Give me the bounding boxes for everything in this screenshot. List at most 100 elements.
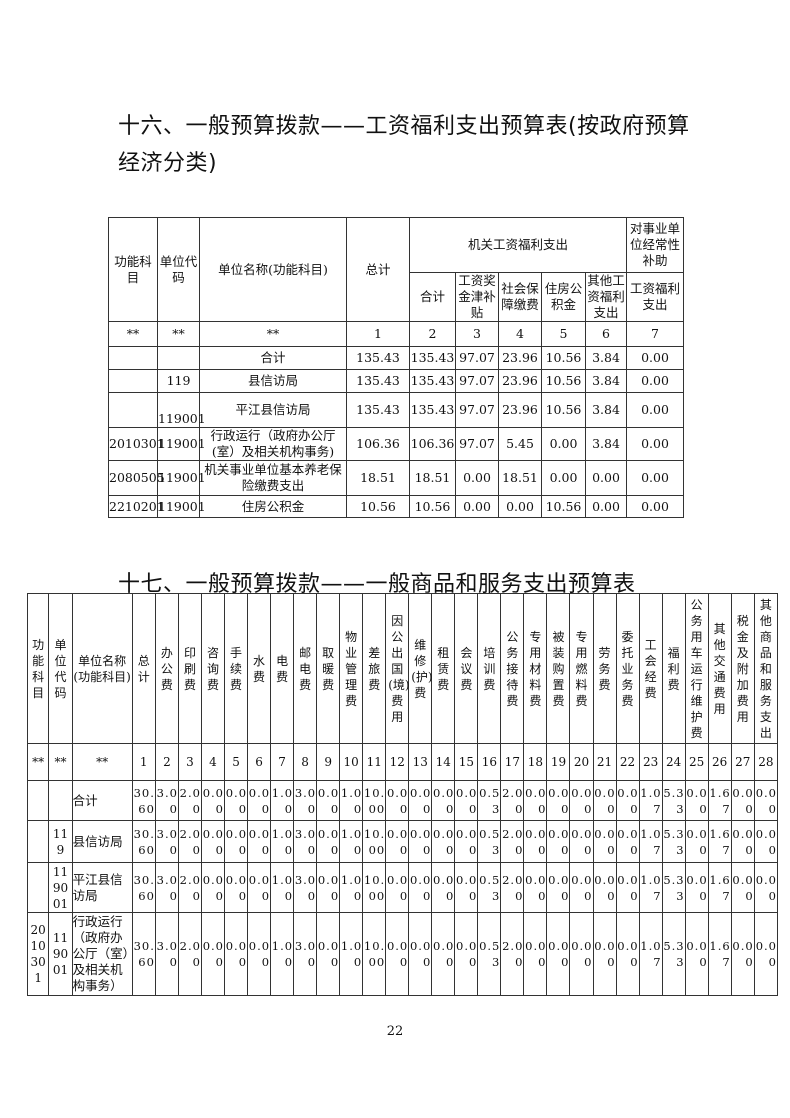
amount-cell: 1.00 [270, 862, 295, 913]
header-col-4: 办公费 [154, 593, 179, 744]
func-code-cell: 2010301 [108, 427, 165, 461]
amount-cell: 0.00 [569, 862, 594, 913]
header-sub-5: 工资福利支出 [626, 272, 684, 322]
amount-cell: 0.00 [455, 460, 499, 496]
header-func: 功能科目 [108, 217, 158, 322]
index-cell: 14 [431, 743, 456, 781]
index-cell: 25 [684, 743, 709, 781]
header-col-0: 功能科目 [26, 593, 50, 744]
amount-cell: 0.00 [753, 912, 779, 996]
header-col-11: 取暖费 [316, 593, 341, 744]
amount-cell: 2.00 [500, 780, 525, 821]
amount-cell: 0.00 [200, 780, 226, 821]
amount-cell: 0.00 [541, 460, 586, 496]
amount-cell: 3.84 [585, 346, 627, 370]
func-code-cell: 2210201 [108, 495, 165, 518]
amount-cell: 3.00 [154, 862, 179, 913]
amount-cell: 5.33 [661, 912, 686, 996]
amount-cell: 0.00 [684, 820, 709, 863]
amount-cell: 0.00 [684, 912, 709, 996]
page-number: 22 [386, 1024, 404, 1039]
amount-cell: 0.00 [385, 912, 410, 996]
amount-cell: 0.00 [730, 780, 755, 821]
unit-code-cell: 119001 [157, 495, 206, 518]
amount-cell: 0.00 [585, 460, 627, 496]
index-cell: 19 [546, 743, 571, 781]
amount-cell: 2.00 [500, 820, 525, 863]
func-code-cell [108, 369, 158, 393]
header-agency-wage-group: 机关工资福利支出 [409, 217, 627, 273]
amount-cell: 0.00 [408, 912, 433, 996]
index-cell: 17 [500, 743, 525, 781]
index-cell: 2 [154, 743, 179, 781]
header-col-13: 差旅费 [362, 593, 387, 744]
index-cell: 20 [569, 743, 594, 781]
amount-cell: 10.00 [362, 912, 387, 996]
amount-cell: 0.00 [454, 912, 479, 996]
index-cell: ** [199, 321, 347, 347]
unit-name-cell: 行政运行（政府办公厅（室）及相关机构事务） [71, 912, 133, 996]
index-cell: 3 [177, 743, 202, 781]
amount-cell: 10.56 [346, 495, 410, 518]
amount-cell: 1.00 [339, 912, 364, 996]
index-cell: 18 [523, 743, 548, 781]
amount-cell: 1.07 [638, 820, 663, 863]
table-row: 合计 30.60 3.00 2.00 0.00 0.00 0.00 1.00 3.00 0.00 1… [26, 780, 779, 821]
amount-cell: 0.00 [247, 862, 272, 913]
func-code-cell: 2080505 [108, 460, 165, 496]
amount-cell: 3.84 [585, 427, 627, 461]
unit-code-cell: 119001 [48, 912, 73, 996]
header-col-18: 培训费 [477, 593, 502, 744]
amount-cell: 0.00 [753, 862, 779, 913]
index-cell: 27 [730, 743, 755, 781]
amount-cell: 97.07 [455, 427, 499, 461]
amount-cell: 0.00 [730, 820, 755, 863]
index-cell: ** [157, 321, 200, 347]
amount-cell: 135.43 [346, 346, 410, 370]
amount-cell: 135.43 [409, 369, 456, 393]
header-col-6: 咨询费 [200, 593, 226, 744]
amount-cell: 0.00 [546, 912, 571, 996]
amount-cell: 0.53 [477, 862, 502, 913]
amount-cell: 1.00 [270, 780, 295, 821]
header-col-27: 公务用车运行维护费 [684, 593, 709, 744]
index-cell: ** [71, 743, 133, 781]
amount-cell: 0.00 [498, 495, 542, 518]
table-row: 2010301 119001 行政运行（政府办公厅(室）及相关机构事务) 106.36… [108, 427, 684, 461]
amount-cell: 10.56 [541, 346, 586, 370]
amount-cell: 0.00 [523, 862, 548, 913]
unit-code-cell [157, 346, 200, 370]
amount-cell: 0.00 [592, 780, 617, 821]
header-col-9: 电费 [270, 593, 295, 744]
header-sub-3: 住房公积金 [541, 272, 586, 322]
amount-cell: 3.00 [154, 780, 179, 821]
amount-cell: 0.00 [316, 862, 341, 913]
header-col-3: 总计 [131, 593, 156, 744]
amount-cell: 10.00 [362, 780, 387, 821]
index-cell: ** [48, 743, 73, 781]
amount-cell: 1.07 [638, 862, 663, 913]
header-col-2: 单位名称(功能科目) [71, 593, 133, 744]
index-cell: 22 [615, 743, 640, 781]
amount-cell: 1.00 [339, 820, 364, 863]
amount-cell: 0.00 [431, 780, 456, 821]
amount-cell: 0.00 [546, 862, 571, 913]
amount-cell: 0.00 [626, 369, 684, 393]
amount-cell: 0.00 [223, 862, 249, 913]
index-cell: 5 [541, 321, 586, 347]
section16-title-line1: 十六、一般预算拨款——工资福利支出预算表(按政府预算 [118, 114, 690, 139]
index-cell: 28 [753, 743, 779, 781]
amount-cell: 0.00 [431, 912, 456, 996]
table-row: 合计 135.43 135.43 97.07 23.96 10.56 3.84 0.00 [108, 346, 684, 370]
amount-cell: 106.36 [346, 427, 410, 461]
amount-cell: 0.00 [684, 780, 709, 821]
index-cell: 9 [316, 743, 341, 781]
amount-cell: 3.00 [154, 912, 179, 996]
header-col-10: 邮电费 [293, 593, 318, 744]
amount-cell: 0.00 [247, 780, 272, 821]
amount-cell: 0.00 [408, 780, 433, 821]
amount-cell: 0.00 [541, 427, 586, 461]
header-col-16: 租赁费 [431, 593, 456, 744]
amount-cell: 1.07 [638, 912, 663, 996]
amount-cell: 97.07 [455, 346, 499, 370]
